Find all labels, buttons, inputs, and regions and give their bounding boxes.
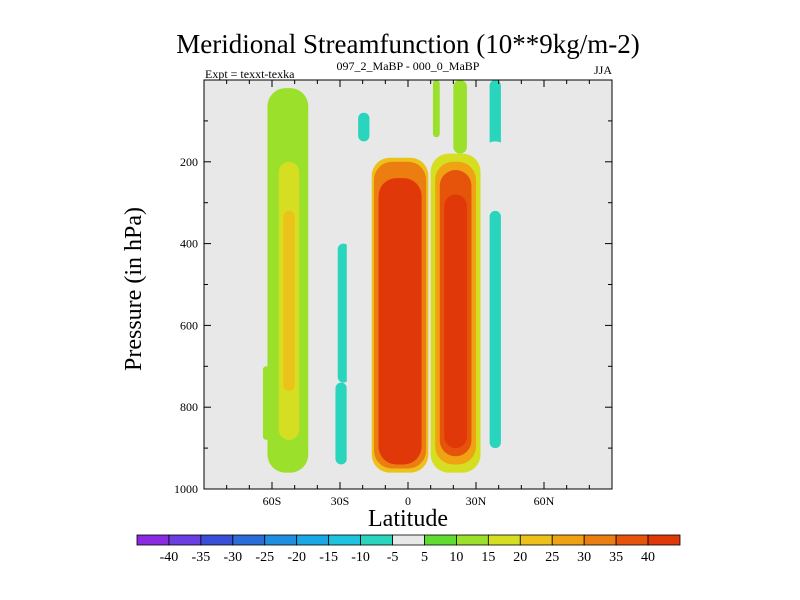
contour-region-23 bbox=[378, 178, 422, 465]
colorbar-swatch-1 bbox=[168, 534, 202, 546]
colorbar-swatch-9 bbox=[424, 534, 457, 546]
plot-area bbox=[204, 80, 612, 489]
colorbar-swatch-14 bbox=[583, 534, 617, 546]
contour-region-14 bbox=[562, 153, 572, 408]
contour-region-9 bbox=[358, 112, 370, 142]
colorbar-swatch-4 bbox=[264, 534, 298, 546]
contour-region-27 bbox=[444, 194, 467, 449]
colorbar-label-2: -30 bbox=[223, 550, 242, 565]
colorbar-swatch-6 bbox=[328, 534, 361, 546]
contour-region-29 bbox=[432, 80, 440, 138]
y-tick-label-4: 1000 bbox=[174, 482, 198, 496]
contour-region-4 bbox=[337, 243, 350, 383]
y-axis-label: Pressure (in hPa) bbox=[121, 207, 147, 371]
contour-region-8 bbox=[337, 80, 345, 109]
colorbar-label-14: 35 bbox=[609, 550, 623, 565]
y-tick-label-1: 400 bbox=[180, 237, 198, 251]
x-tick-label-1: 30S bbox=[331, 494, 350, 508]
colorbar-label-0: -40 bbox=[160, 550, 179, 565]
colorbar-label-6: -10 bbox=[351, 550, 370, 565]
contour-region-6 bbox=[353, 129, 374, 170]
colorbar-swatch-3 bbox=[232, 534, 266, 546]
colorbar: -40 -35 -30 -25 -20 -15 -10 -5 5 10 15 20 25 30 35 40 bbox=[136, 534, 681, 565]
contour-region-28 bbox=[453, 80, 467, 154]
colorbar-label-9: 10 bbox=[449, 550, 463, 565]
colorbar-swatch-5 bbox=[296, 534, 330, 546]
colorbar-swatch-11 bbox=[487, 534, 521, 546]
colorbar-swatch-10 bbox=[456, 534, 489, 546]
contour-region-16 bbox=[573, 80, 576, 113]
colorbar-label-13: 30 bbox=[577, 550, 591, 565]
colorbar-label-12: 25 bbox=[545, 550, 559, 565]
subtitle-left: Expt = texxt-texka bbox=[205, 67, 295, 81]
x-tick-label-0: 60S bbox=[263, 494, 282, 508]
subtitle-center: 097_2_MaBP - 000_0_MaBP bbox=[337, 59, 480, 73]
colorbar-label-8: 5 bbox=[421, 550, 428, 565]
colorbar-label-7: -5 bbox=[387, 550, 399, 565]
colorbar-label-4: -20 bbox=[287, 550, 306, 565]
colorbar-label-11: 20 bbox=[513, 550, 527, 565]
contour-region-19 bbox=[283, 210, 295, 391]
colorbar-label-15: 40 bbox=[641, 550, 655, 565]
colorbar-label-3: -25 bbox=[255, 550, 274, 565]
x-tick-label-4: 60N bbox=[534, 494, 555, 508]
colorbar-swatch-13 bbox=[551, 534, 585, 546]
contour-region-20 bbox=[262, 366, 270, 440]
contour-region-15 bbox=[550, 304, 563, 400]
axes: 60S 30S 0 30N 60N 200 400 600 800 1000 bbox=[174, 79, 613, 508]
colorbar-swatch-15 bbox=[615, 534, 649, 546]
x-axis-label: Latitude bbox=[368, 506, 448, 532]
x-tick-label-2: 0 bbox=[405, 494, 411, 508]
contour-region-10 bbox=[383, 80, 395, 142]
contour-region-1 bbox=[306, 129, 327, 375]
subtitle-right: JJA bbox=[594, 63, 612, 77]
y-tick-label-2: 600 bbox=[180, 318, 198, 332]
colorbar-swatch-16 bbox=[647, 534, 681, 546]
contour-region-5 bbox=[335, 382, 347, 465]
colorbar-swatch-7 bbox=[360, 534, 393, 546]
chart-title: Meridional Streamfunction (10**9kg/m-2) bbox=[176, 29, 639, 59]
colorbar-label-1: -35 bbox=[192, 550, 211, 565]
colorbar-swatch-2 bbox=[200, 534, 234, 546]
y-tick-label-3: 800 bbox=[180, 400, 198, 414]
colorbar-swatch-0 bbox=[136, 534, 170, 546]
colorbar-label-10: 15 bbox=[481, 550, 495, 565]
contour-region-13 bbox=[489, 210, 501, 449]
colorbar-swatch-12 bbox=[519, 534, 553, 546]
colorbar-label-5: -15 bbox=[319, 550, 338, 565]
y-tick-label-0: 200 bbox=[180, 155, 198, 169]
x-tick-label-3: 30N bbox=[466, 494, 487, 508]
colorbar-swatch-8 bbox=[392, 534, 425, 546]
